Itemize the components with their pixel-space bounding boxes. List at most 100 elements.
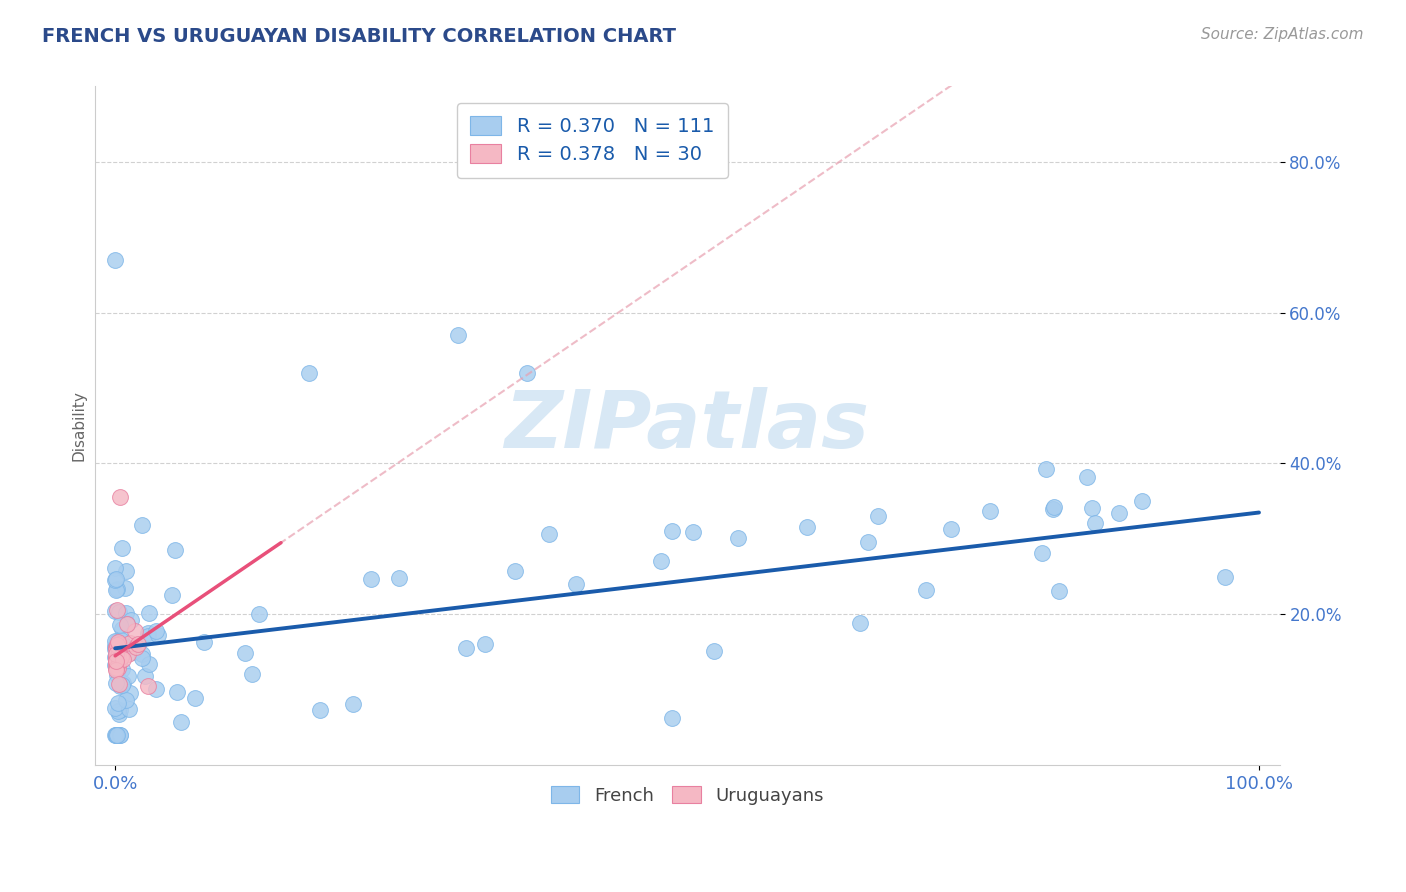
Point (110, 632, 132, 647)
Point (108, 639, 131, 653)
Point (110, 650, 132, 665)
Point (110, 645, 132, 659)
Point (868, 508, 890, 523)
Point (105, 638, 128, 652)
Point (105, 663, 128, 677)
Point (107, 704, 129, 718)
Point (298, 366, 321, 380)
Point (108, 637, 131, 651)
Point (160, 588, 183, 602)
Point (108, 491, 131, 505)
Point (117, 669, 139, 683)
Point (111, 541, 134, 555)
Point (115, 616, 138, 631)
Text: ZIPatlas: ZIPatlas (505, 387, 869, 465)
Point (108, 703, 131, 717)
Point (105, 728, 128, 742)
Point (105, 583, 128, 598)
Point (849, 616, 872, 631)
Point (108, 677, 131, 691)
Point (124, 624, 146, 638)
Point (138, 606, 160, 620)
Point (108, 679, 131, 693)
Point (105, 657, 128, 671)
Point (104, 560, 127, 574)
Point (111, 622, 134, 636)
Point (105, 728, 128, 742)
Point (856, 534, 879, 549)
Point (105, 640, 128, 654)
Point (105, 728, 128, 742)
Point (105, 650, 128, 665)
Point (240, 667, 263, 681)
Point (1084, 516, 1107, 531)
Point (184, 690, 207, 705)
Point (503, 564, 526, 578)
Point (114, 565, 136, 579)
Point (136, 625, 159, 640)
Point (247, 607, 270, 621)
Point (682, 525, 704, 540)
Point (104, 642, 127, 657)
Point (105, 661, 128, 675)
Point (1035, 462, 1057, 476)
Point (107, 696, 129, 710)
Point (104, 603, 127, 617)
Point (105, 653, 128, 667)
Point (145, 681, 167, 696)
Point (108, 728, 131, 742)
Point (105, 654, 128, 668)
Point (115, 693, 138, 707)
Point (136, 629, 159, 643)
Point (163, 543, 186, 558)
Point (114, 581, 136, 595)
Point (104, 573, 127, 587)
Point (107, 660, 129, 674)
Point (516, 366, 538, 380)
Point (1076, 470, 1098, 484)
Point (104, 701, 127, 715)
Point (661, 710, 683, 724)
Point (342, 697, 364, 711)
Point (146, 628, 169, 642)
Point (235, 646, 257, 660)
Point (120, 636, 142, 650)
Point (941, 523, 963, 537)
Point (105, 603, 128, 617)
Point (107, 635, 129, 649)
Point (108, 618, 131, 632)
Point (104, 650, 127, 665)
Point (108, 644, 131, 658)
Point (104, 658, 127, 673)
Point (1047, 584, 1070, 599)
Point (111, 678, 134, 692)
Point (564, 577, 586, 591)
Point (979, 503, 1001, 517)
Point (796, 519, 818, 533)
Point (118, 701, 141, 715)
Point (1081, 500, 1104, 515)
Point (105, 647, 128, 661)
Point (454, 641, 477, 656)
Point (108, 636, 131, 650)
Point (120, 613, 142, 627)
Point (104, 676, 127, 690)
Point (1043, 500, 1066, 514)
Point (108, 606, 131, 620)
Point (114, 606, 136, 620)
Point (166, 685, 188, 699)
Point (447, 328, 470, 343)
Point (727, 531, 749, 545)
Point (105, 572, 128, 586)
Point (114, 640, 136, 655)
Point (105, 641, 128, 656)
Point (105, 648, 128, 662)
Point (145, 624, 167, 638)
Point (134, 669, 156, 683)
Point (309, 703, 332, 717)
Point (127, 637, 149, 651)
Point (131, 647, 153, 661)
Point (138, 657, 160, 671)
Point (1130, 494, 1153, 508)
Point (131, 651, 153, 665)
